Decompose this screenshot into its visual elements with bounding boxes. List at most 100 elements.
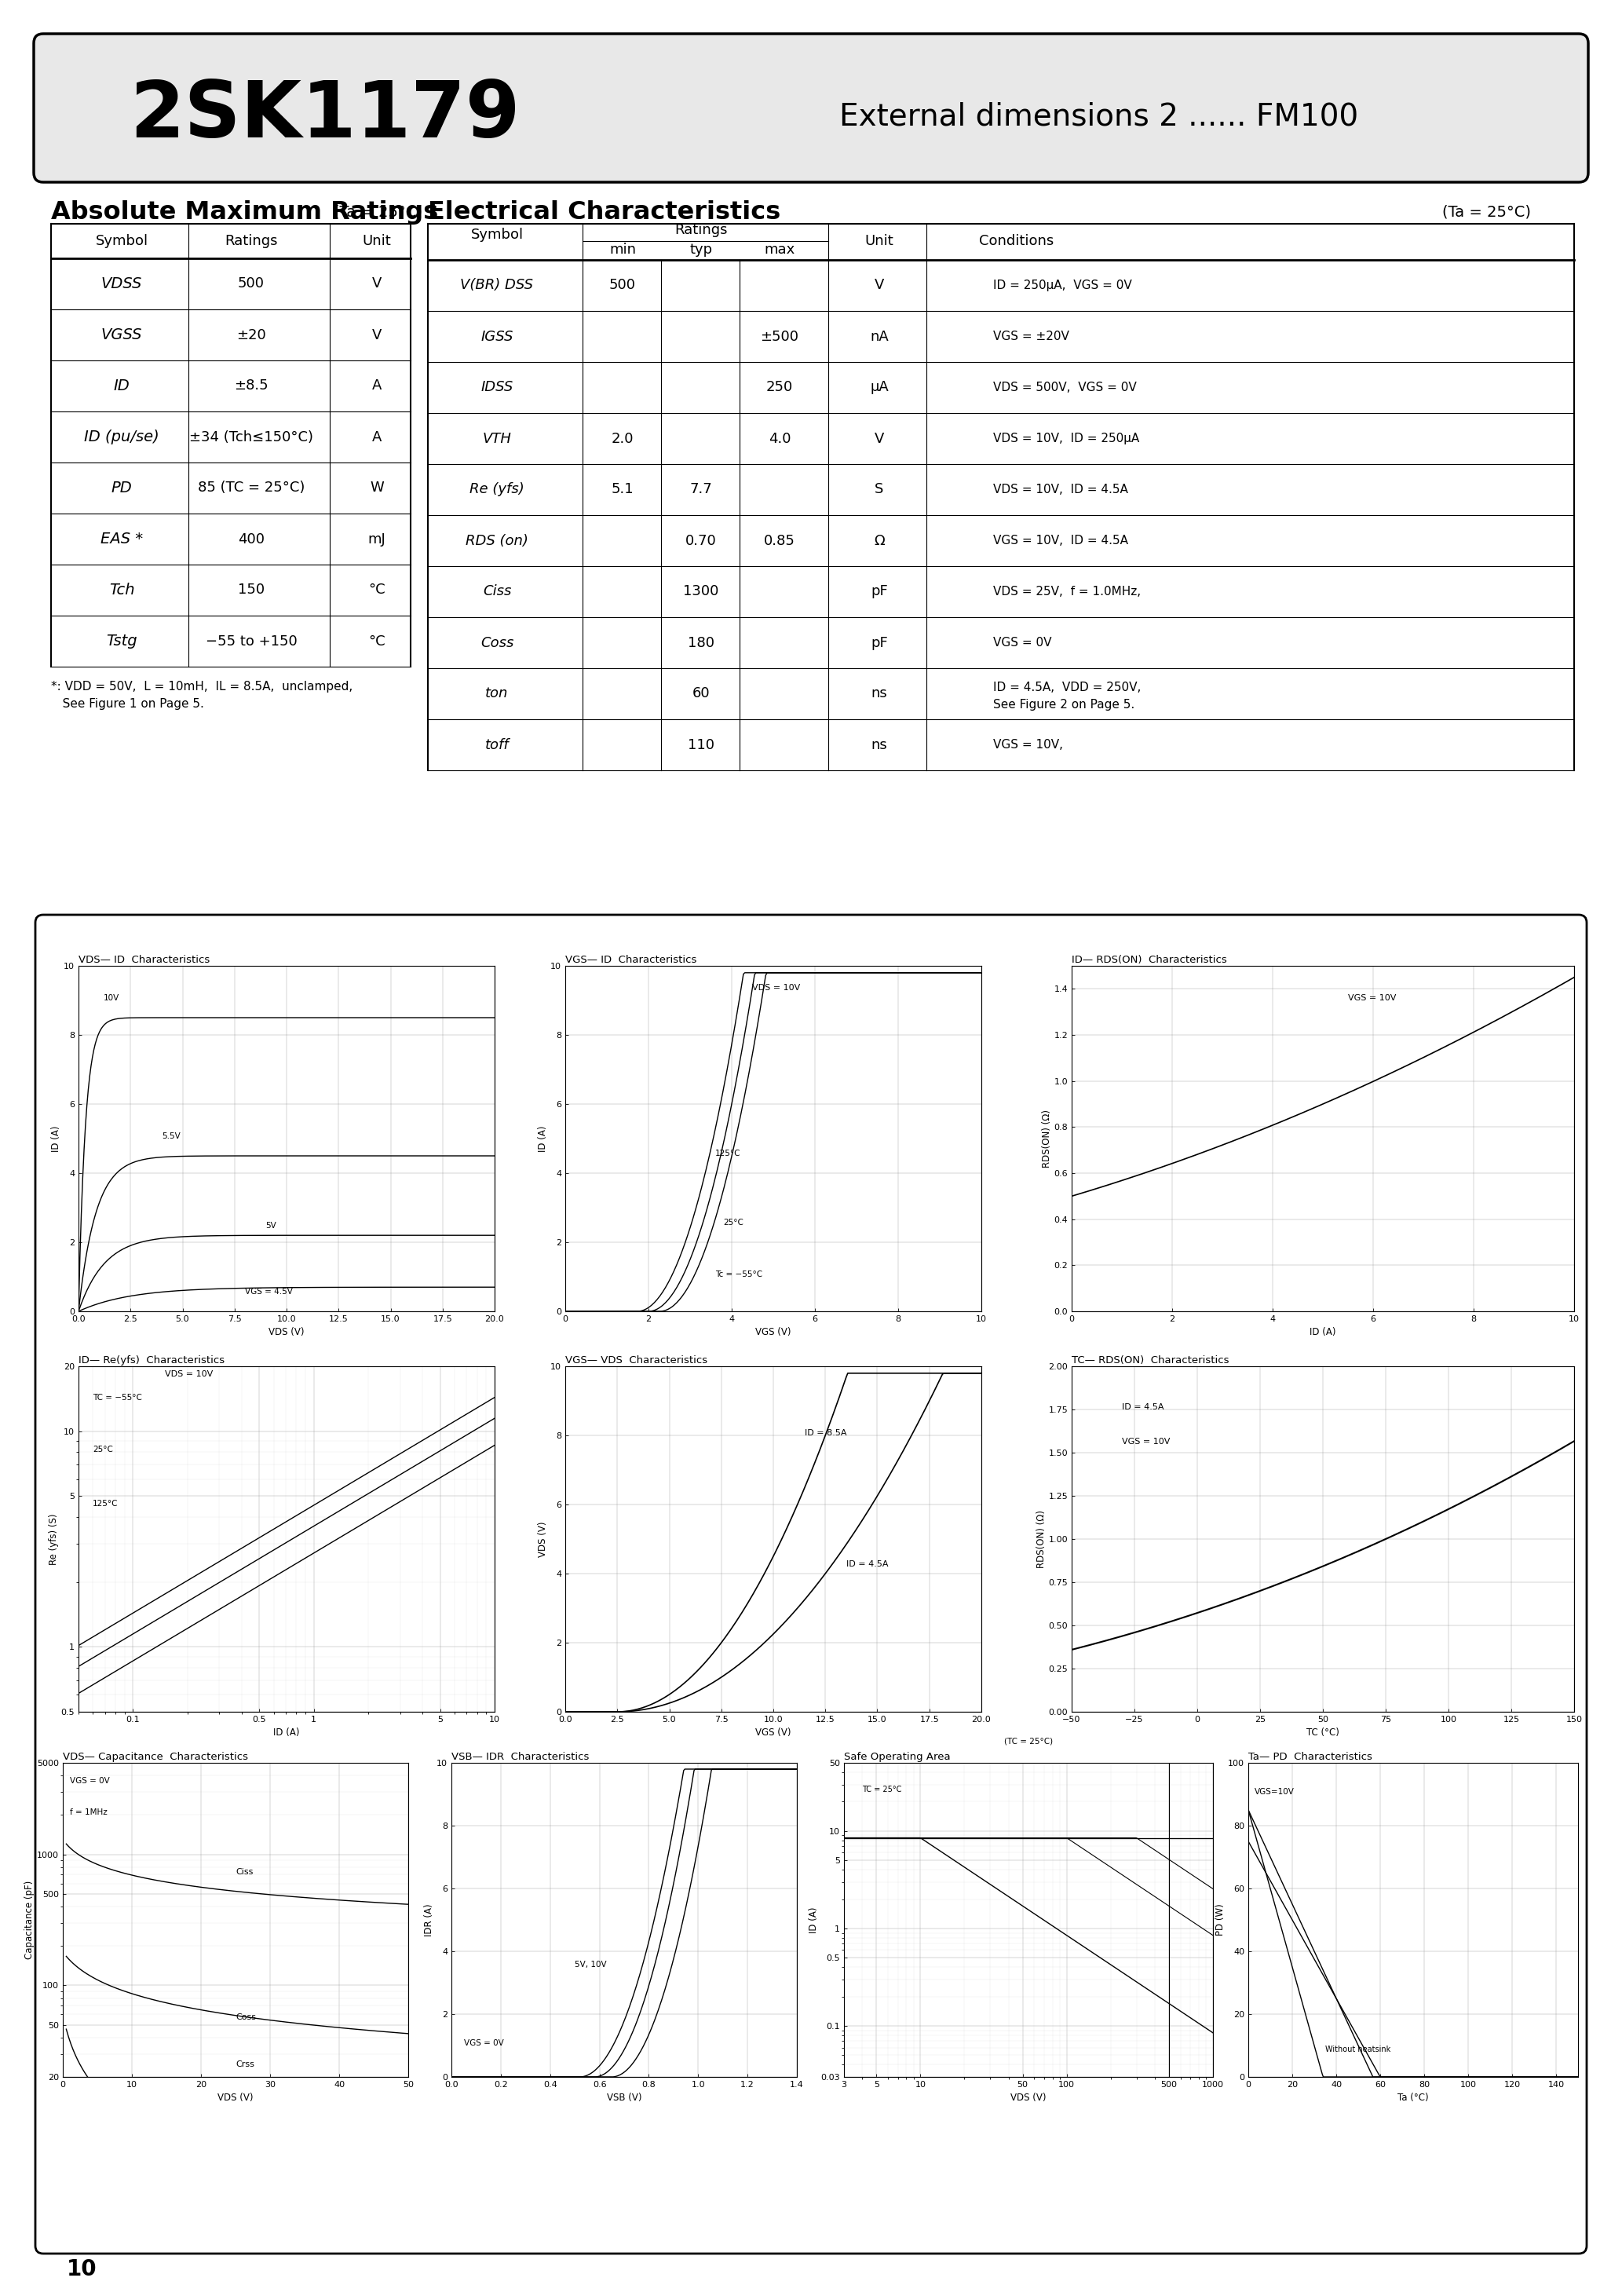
Text: typ: typ: [689, 243, 712, 257]
Text: Symbol: Symbol: [96, 234, 148, 248]
Text: VGS = 0V: VGS = 0V: [70, 1777, 110, 1784]
Text: ±20: ±20: [237, 328, 266, 342]
Text: mJ: mJ: [368, 533, 386, 546]
X-axis label: TC (°C): TC (°C): [1306, 1729, 1340, 1738]
Text: 0.70: 0.70: [686, 533, 717, 549]
Text: V: V: [874, 278, 884, 292]
Y-axis label: PD (W): PD (W): [1215, 1903, 1226, 1936]
Text: max: max: [764, 243, 795, 257]
Text: 25°C: 25°C: [723, 1219, 744, 1226]
Text: W: W: [370, 480, 384, 496]
Text: ID: ID: [114, 379, 130, 393]
Text: Ratings: Ratings: [675, 223, 728, 236]
Text: RDS (on): RDS (on): [466, 533, 529, 549]
Text: ID (pu/se): ID (pu/se): [84, 429, 159, 445]
Text: Crss: Crss: [235, 2060, 255, 2069]
Y-axis label: ID (A): ID (A): [808, 1906, 819, 1933]
Text: Tch: Tch: [109, 583, 135, 597]
Text: Ta— PD  Characteristics: Ta— PD Characteristics: [1249, 1752, 1372, 1761]
Text: 25°C: 25°C: [92, 1446, 114, 1453]
Text: (TC = 25°C): (TC = 25°C): [1004, 1738, 1053, 1745]
Text: VDS— Capacitance  Characteristics: VDS— Capacitance Characteristics: [63, 1752, 248, 1761]
Text: VGS = 0V: VGS = 0V: [993, 636, 1051, 647]
Text: ton: ton: [485, 687, 508, 700]
Text: ID = 8.5A: ID = 8.5A: [805, 1428, 847, 1437]
Text: Electrical Characteristics: Electrical Characteristics: [428, 200, 780, 225]
Text: TC = −55°C: TC = −55°C: [92, 1394, 143, 1401]
Text: 1300: 1300: [683, 585, 719, 599]
Text: 125°C: 125°C: [92, 1499, 118, 1508]
Text: ns: ns: [871, 687, 887, 700]
Text: VTH: VTH: [482, 432, 511, 445]
Text: IGSS: IGSS: [480, 328, 513, 344]
Text: VGS = 0V: VGS = 0V: [464, 2039, 503, 2048]
Text: 60: 60: [693, 687, 710, 700]
Text: 125°C: 125°C: [715, 1150, 741, 1157]
Text: VDS = 25V,  f = 1.0MHz,: VDS = 25V, f = 1.0MHz,: [993, 585, 1140, 597]
Text: VGS = 10V,: VGS = 10V,: [993, 739, 1062, 751]
Text: ±8.5: ±8.5: [234, 379, 268, 393]
Text: ±34 (Tch≤150°C): ±34 (Tch≤150°C): [190, 429, 313, 443]
Text: f = 1MHz: f = 1MHz: [70, 1809, 107, 1816]
Text: *: VDD = 50V,  L = 10mH,  IL = 8.5A,  unclamped,: *: VDD = 50V, L = 10mH, IL = 8.5A, uncla…: [50, 682, 352, 693]
Text: ns: ns: [871, 737, 887, 751]
Y-axis label: IDR (A): IDR (A): [425, 1903, 435, 1936]
Text: S: S: [874, 482, 884, 496]
Text: toff: toff: [485, 737, 509, 751]
Text: 400: 400: [238, 533, 264, 546]
Text: Unit: Unit: [362, 234, 391, 248]
Text: VDS = 10V,  ID = 250μA: VDS = 10V, ID = 250μA: [993, 432, 1139, 445]
Text: Safe Operating Area: Safe Operating Area: [843, 1752, 950, 1761]
Text: Ciss: Ciss: [483, 585, 511, 599]
Text: Ω: Ω: [874, 533, 884, 549]
Y-axis label: ID (A): ID (A): [52, 1125, 62, 1153]
Text: 2SK1179: 2SK1179: [130, 78, 521, 154]
Text: Ratings: Ratings: [225, 234, 277, 248]
Text: 150: 150: [238, 583, 264, 597]
Text: VDS = 10V,  ID = 4.5A: VDS = 10V, ID = 4.5A: [993, 484, 1127, 496]
Text: 0.85: 0.85: [764, 533, 795, 549]
Text: External dimensions 2 ...... FM100: External dimensions 2 ...... FM100: [840, 101, 1359, 131]
X-axis label: VGS (V): VGS (V): [756, 1327, 792, 1339]
Text: Tstg: Tstg: [105, 634, 138, 647]
Text: IDSS: IDSS: [480, 381, 513, 395]
Y-axis label: RDS(ON) (Ω): RDS(ON) (Ω): [1036, 1511, 1046, 1568]
Text: VGS— VDS  Characteristics: VGS— VDS Characteristics: [564, 1355, 707, 1366]
Text: Ciss: Ciss: [235, 1869, 253, 1876]
Y-axis label: Re (yfs) (S): Re (yfs) (S): [49, 1513, 58, 1566]
Text: Tc = −55°C: Tc = −55°C: [715, 1270, 762, 1279]
Text: −55 to +150: −55 to +150: [206, 634, 297, 647]
Text: Unit: Unit: [865, 234, 894, 248]
Text: ID = 4.5A,  VDD = 250V,: ID = 4.5A, VDD = 250V,: [993, 682, 1140, 693]
Text: Re (yfs): Re (yfs): [470, 482, 524, 496]
Text: VGS = 10V: VGS = 10V: [1348, 994, 1397, 1001]
X-axis label: VSB (V): VSB (V): [607, 2094, 642, 2103]
X-axis label: Ta (°C): Ta (°C): [1398, 2094, 1429, 2103]
Text: nA: nA: [869, 328, 889, 344]
Text: ID = 250μA,  VGS = 0V: ID = 250μA, VGS = 0V: [993, 280, 1132, 292]
Text: 5.5V: 5.5V: [162, 1132, 180, 1141]
Text: Coss: Coss: [235, 2014, 256, 2020]
Text: Symbol: Symbol: [470, 227, 524, 241]
Text: 10: 10: [67, 2259, 97, 2280]
Text: Conditions: Conditions: [980, 234, 1054, 248]
Text: V: V: [371, 278, 381, 292]
X-axis label: VDS (V): VDS (V): [269, 1327, 305, 1339]
Text: 110: 110: [688, 737, 714, 751]
Text: VDS = 500V,  VGS = 0V: VDS = 500V, VGS = 0V: [993, 381, 1137, 393]
X-axis label: VGS (V): VGS (V): [756, 1729, 792, 1738]
Text: 180: 180: [688, 636, 714, 650]
Text: (Ta = 25°C): (Ta = 25°C): [1442, 204, 1531, 218]
Text: See Figure 2 on Page 5.: See Figure 2 on Page 5.: [993, 698, 1135, 712]
Text: VSB— IDR  Characteristics: VSB— IDR Characteristics: [451, 1752, 589, 1761]
X-axis label: VDS (V): VDS (V): [217, 2094, 253, 2103]
Text: V: V: [371, 328, 381, 342]
X-axis label: ID (A): ID (A): [1309, 1327, 1337, 1339]
Text: VGSS: VGSS: [101, 328, 143, 342]
Text: °C: °C: [368, 583, 386, 597]
FancyBboxPatch shape: [34, 34, 1588, 181]
Text: VDS— ID  Characteristics: VDS— ID Characteristics: [78, 955, 209, 964]
Text: A: A: [371, 429, 381, 443]
Text: VGS = 10V: VGS = 10V: [1122, 1437, 1169, 1446]
Text: pF: pF: [871, 585, 887, 599]
